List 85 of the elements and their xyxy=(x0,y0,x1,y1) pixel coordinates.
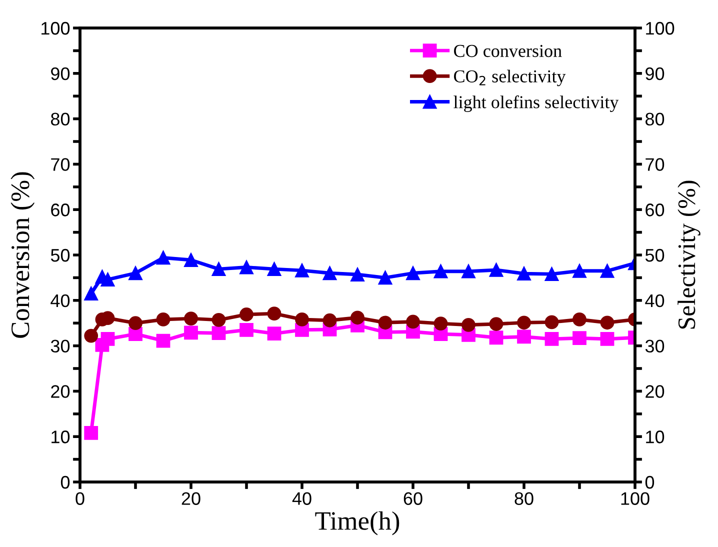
y2-tick-label: 70 xyxy=(646,158,664,171)
x-tick-label: 80 xyxy=(514,492,534,505)
point xyxy=(489,330,504,345)
point xyxy=(600,264,614,278)
x-tick-label: 60 xyxy=(404,492,422,505)
point xyxy=(212,312,226,327)
point xyxy=(267,262,282,276)
point xyxy=(378,316,392,330)
point xyxy=(378,270,392,285)
point xyxy=(489,263,504,277)
point xyxy=(212,326,226,340)
point xyxy=(240,260,254,274)
point xyxy=(156,334,170,348)
y2-tick-label: 20 xyxy=(646,385,664,398)
y2-tick-label: 30 xyxy=(645,340,664,353)
y2-tick-label: 10 xyxy=(646,430,664,444)
y2-tick-label: 40 xyxy=(645,294,664,308)
y2-tick-label: 80 xyxy=(646,112,664,126)
y-tick-label: 10 xyxy=(52,430,70,444)
point xyxy=(600,316,614,330)
x-tick-label: 20 xyxy=(182,492,200,505)
point xyxy=(462,264,476,278)
y-tick-label: 40 xyxy=(50,294,70,308)
point xyxy=(517,316,531,330)
point xyxy=(322,266,337,280)
point xyxy=(84,286,98,301)
point xyxy=(128,316,142,330)
point xyxy=(100,272,115,286)
point xyxy=(184,326,198,340)
point xyxy=(517,266,531,281)
x-axis-title: Time(h) xyxy=(315,511,400,536)
y-tick-label: 50 xyxy=(50,248,70,262)
point xyxy=(295,312,309,326)
point xyxy=(350,268,364,282)
point xyxy=(322,313,337,328)
y-tick-label: 100 xyxy=(42,22,70,35)
point xyxy=(406,266,420,280)
y2-tick-label: 60 xyxy=(646,204,664,216)
point xyxy=(267,326,282,340)
point xyxy=(156,250,170,265)
y-tick-label: 90 xyxy=(51,67,70,80)
point xyxy=(212,262,226,276)
point xyxy=(406,314,420,329)
y-tick-label: 0 xyxy=(60,476,70,489)
point xyxy=(517,330,531,344)
y-tick-label: 70 xyxy=(51,158,70,171)
point xyxy=(295,263,309,278)
point xyxy=(350,310,364,325)
y2-tick-label: 50 xyxy=(645,248,664,262)
point xyxy=(240,322,254,337)
point xyxy=(544,332,559,346)
y-tick-label: 60 xyxy=(51,204,70,216)
y-axis-title: Conversion (%) xyxy=(10,172,35,338)
y-tick-label: 30 xyxy=(50,340,70,353)
point xyxy=(240,308,254,322)
point xyxy=(572,331,586,346)
point xyxy=(184,312,198,326)
point xyxy=(100,332,115,346)
point xyxy=(489,317,504,331)
x-tick-label: 40 xyxy=(292,492,312,505)
y-tick-label: 20 xyxy=(51,385,70,398)
point xyxy=(434,316,448,330)
y-tick-label: 80 xyxy=(50,112,70,126)
point xyxy=(544,267,559,282)
point xyxy=(128,266,142,280)
x-tick-label: 0 xyxy=(76,492,84,505)
point xyxy=(572,312,586,326)
point xyxy=(544,315,559,330)
point xyxy=(572,264,586,278)
legend-label: light olefins selectivity xyxy=(454,95,619,112)
y2-tick-label: 100 xyxy=(646,22,674,35)
point xyxy=(434,264,448,278)
y2-tick-label: 0 xyxy=(645,476,654,489)
point xyxy=(184,253,198,267)
legend-label: CO$_{2}$ selectivity xyxy=(454,70,566,86)
y2-tick-label: 90 xyxy=(646,67,664,80)
legend-label: CO conversion xyxy=(454,44,562,58)
point xyxy=(600,332,614,346)
x-tick-label: 100 xyxy=(621,492,650,505)
y2-axis-title: Selectivity (%) xyxy=(678,180,700,329)
point xyxy=(462,318,476,332)
point xyxy=(267,306,282,321)
point xyxy=(156,312,170,326)
point xyxy=(84,426,98,440)
point xyxy=(84,328,98,343)
